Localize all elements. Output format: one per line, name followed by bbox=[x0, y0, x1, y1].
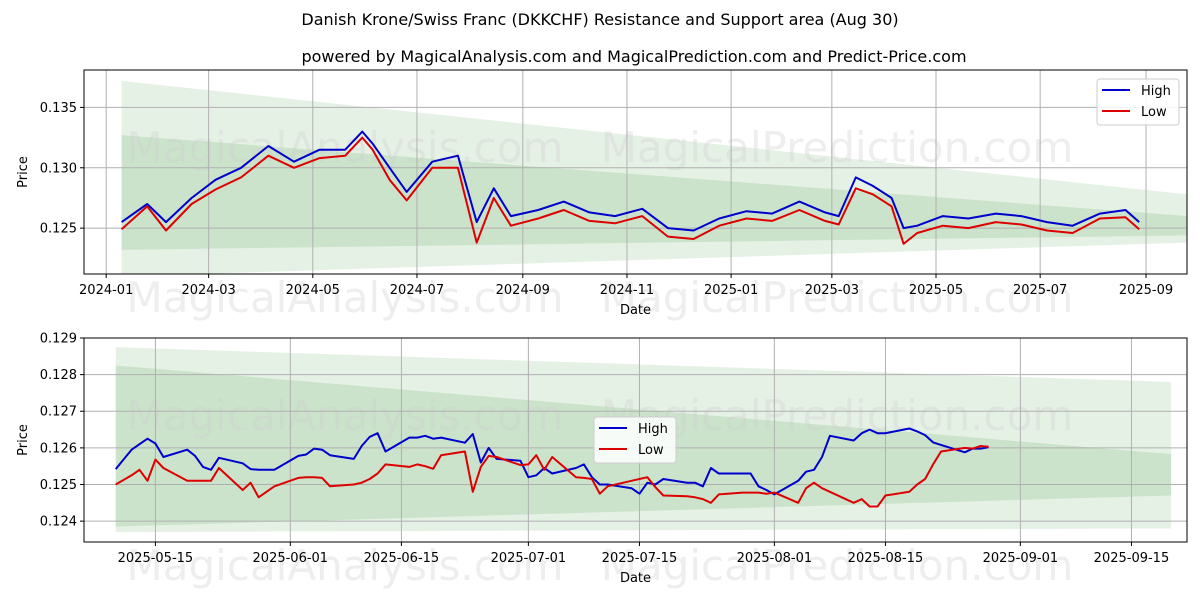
series-line-high bbox=[121, 130, 1140, 232]
series-line-high bbox=[114, 427, 989, 496]
watermark-text: MagicalAnalysis.com bbox=[127, 123, 564, 172]
x-tick-label: 2025-07 bbox=[1013, 283, 1067, 298]
x-tick-label: 2025-09 bbox=[1119, 283, 1173, 298]
chart-legend: High Low bbox=[1096, 78, 1180, 126]
y-tick-label: 0.135 bbox=[40, 101, 77, 116]
y-axis-label: Price bbox=[16, 424, 31, 456]
y-tick-label: 0.127 bbox=[40, 405, 77, 420]
grid-and-ticks: 2024-01 2024-03 2024-05 2024-07 2024-09 2024-… bbox=[40, 70, 1187, 298]
y-tick-label: 0.129 bbox=[40, 332, 77, 347]
x-tick-label: 2025-09-15 bbox=[1094, 551, 1170, 566]
legend-label-high: High bbox=[1141, 84, 1171, 99]
support-resistance-bands bbox=[121, 80, 1187, 274]
watermark-text: MagicalPrediction.com bbox=[601, 541, 1074, 590]
x-tick-label: 2025-05-15 bbox=[118, 551, 194, 566]
y-axis-label: Price bbox=[16, 156, 31, 188]
legend-label-low: Low bbox=[1141, 105, 1167, 120]
x-tick-label: 2025-08-01 bbox=[737, 551, 813, 566]
y-tick-label: 0.128 bbox=[40, 368, 77, 383]
chart-legend: High Low bbox=[593, 416, 677, 464]
x-tick-label: 2025-07-15 bbox=[602, 551, 678, 566]
x-tick-label: 2025-03 bbox=[805, 283, 859, 298]
x-tick-label: 2025-01 bbox=[704, 283, 758, 298]
watermark-text: MagicalPrediction.com bbox=[601, 123, 1074, 172]
plot-frame bbox=[83, 69, 1188, 275]
x-tick-label: 2025-08-15 bbox=[848, 551, 924, 566]
watermark-text: MagicalPrediction.com bbox=[601, 273, 1074, 322]
x-tick-label: 2025-05 bbox=[909, 283, 963, 298]
x-axis-label: Date bbox=[620, 571, 651, 586]
watermarks: MagicalAnalysis.com MagicalPrediction.com… bbox=[127, 391, 1074, 590]
watermark-text: MagicalPrediction.com bbox=[601, 391, 1074, 440]
x-tick-label: 2024-05 bbox=[286, 283, 340, 298]
bottom-chart-panel: MagicalAnalysis.com MagicalPrediction.com… bbox=[16, 332, 1188, 590]
legend-label-high: High bbox=[638, 422, 668, 437]
chart-subtitle: powered by MagicalAnalysis.com and Magic… bbox=[301, 47, 966, 66]
plot-frame bbox=[83, 337, 1188, 543]
x-tick-label: 2025-07-01 bbox=[491, 551, 567, 566]
chart-title: Danish Krone/Swiss Franc (DKKCHF) Resist… bbox=[301, 10, 898, 29]
watermark-text: MagicalAnalysis.com bbox=[127, 391, 564, 440]
x-tick-label: 2024-03 bbox=[181, 283, 235, 298]
outer-range-band bbox=[121, 80, 1187, 274]
y-tick-label: 0.126 bbox=[40, 441, 77, 456]
x-tick-label: 2025-06-15 bbox=[364, 551, 440, 566]
y-tick-label: 0.130 bbox=[40, 161, 77, 176]
x-axis-label: Date bbox=[620, 303, 651, 318]
y-tick-label: 0.125 bbox=[40, 478, 77, 493]
x-tick-label: 2024-07 bbox=[390, 283, 444, 298]
x-tick-label: 2024-01 bbox=[79, 283, 133, 298]
series-line-low bbox=[115, 445, 989, 508]
series-line-low bbox=[120, 136, 1140, 245]
x-tick-label: 2024-11 bbox=[600, 283, 654, 298]
watermark-text: MagicalAnalysis.com bbox=[127, 541, 564, 590]
top-chart-panel: MagicalAnalysis.com MagicalPrediction.com… bbox=[16, 69, 1188, 322]
watermarks: MagicalAnalysis.com MagicalPrediction.com… bbox=[127, 123, 1074, 322]
y-tick-label: 0.125 bbox=[40, 222, 77, 237]
x-tick-label: 2025-06-01 bbox=[253, 551, 329, 566]
watermark-text: MagicalAnalysis.com bbox=[127, 273, 564, 322]
x-tick-label: 2025-09-01 bbox=[983, 551, 1059, 566]
legend-label-low: Low bbox=[638, 443, 664, 458]
y-tick-label: 0.124 bbox=[40, 515, 77, 530]
x-tick-label: 2024-09 bbox=[496, 283, 550, 298]
